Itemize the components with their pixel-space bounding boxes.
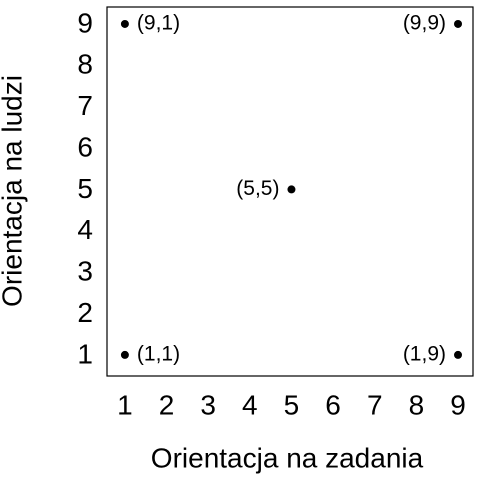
- y-tick-label: 7: [77, 90, 93, 121]
- point: [454, 350, 463, 359]
- point: [454, 19, 463, 28]
- x-tick-label: 7: [367, 389, 383, 420]
- plot-frame: [106, 6, 474, 377]
- point-label: (1,1): [137, 342, 180, 365]
- x-tick-label: 2: [159, 389, 175, 420]
- x-tick-label: 3: [200, 389, 216, 420]
- point: [287, 185, 296, 194]
- point-label: (9,1): [137, 12, 180, 35]
- y-tick-label: 9: [77, 7, 93, 38]
- y-axis-title: Orientacja na ludzi: [0, 75, 27, 307]
- y-tick-label: 3: [77, 256, 93, 287]
- point: [120, 350, 129, 359]
- point-label: (9,9): [403, 12, 446, 35]
- point-label: (1,9): [403, 342, 446, 365]
- x-tick-label: 9: [450, 389, 466, 420]
- y-tick-label: 1: [77, 338, 93, 369]
- y-tick-label: 5: [77, 173, 93, 204]
- y-tick-label: 8: [77, 49, 93, 80]
- y-tick-label: 4: [77, 214, 93, 245]
- x-tick-label: 5: [284, 389, 300, 420]
- x-tick-label: 1: [117, 389, 133, 420]
- x-tick-label: 6: [325, 389, 341, 420]
- point-label: (5,5): [236, 177, 279, 200]
- x-axis-title: Orientacja na zadania: [151, 442, 424, 473]
- point: [120, 19, 129, 28]
- x-tick-label: 4: [242, 389, 258, 420]
- y-tick-label: 6: [77, 131, 93, 162]
- y-tick-label: 2: [77, 297, 93, 328]
- x-tick-label: 8: [409, 389, 425, 420]
